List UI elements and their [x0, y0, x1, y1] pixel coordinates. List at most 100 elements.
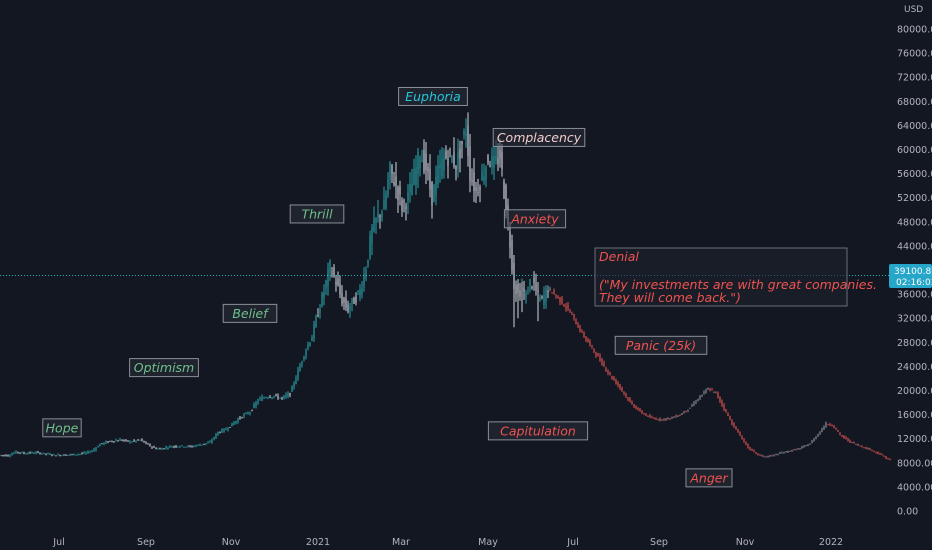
candle-body: [281, 397, 283, 399]
time-axis[interactable]: Jul Sep Nov 2021 Mar May Jul Sep Nov 2022: [52, 537, 843, 548]
candle-body: [415, 167, 417, 186]
candle-body: [457, 151, 459, 169]
candle-body: [355, 296, 357, 303]
annotation-anger[interactable]: Anger: [685, 468, 733, 488]
candle-body: [813, 438, 815, 442]
x-tick-label: Sep: [137, 537, 155, 548]
candle-body: [321, 293, 323, 306]
annotation-hope[interactable]: Hope: [42, 418, 82, 438]
candle-body: [667, 417, 669, 419]
candle-body: [801, 446, 803, 449]
candle-body: [779, 452, 781, 454]
candle-body: [807, 444, 809, 447]
candle-body: [59, 454, 61, 456]
annotation-anxiety[interactable]: Anxiety: [503, 209, 567, 229]
candle-body: [671, 417, 673, 419]
candle-body: [523, 288, 525, 291]
candle-body: [367, 259, 369, 266]
candle-body: [869, 448, 871, 450]
candle-body: [353, 297, 355, 304]
candle-body: [125, 439, 127, 441]
candle-body: [653, 418, 655, 420]
candle-body: [303, 356, 305, 360]
x-tick-label: May: [478, 537, 498, 548]
candle-body: [733, 422, 735, 428]
candle-body: [745, 441, 747, 445]
candle-body: [677, 415, 679, 417]
candle-body: [765, 456, 767, 458]
candle-body: [163, 448, 165, 450]
candle-body: [633, 404, 635, 407]
candle-body: [229, 426, 231, 428]
candle-body: [687, 409, 689, 411]
candle-body: [847, 438, 849, 441]
candle-body: [843, 435, 845, 438]
candle-body: [547, 286, 549, 289]
annotation-panic-25k[interactable]: Panic (25k): [614, 335, 708, 355]
candle-body: [251, 410, 253, 412]
candle-body: [539, 296, 541, 301]
annotation-euphoria[interactable]: Euphoria: [398, 86, 468, 106]
candle-body: [63, 454, 65, 456]
candle-body: [149, 443, 151, 447]
denial-annotation[interactable]: Denial ("My investments are with great c…: [594, 247, 877, 307]
candle-body: [395, 176, 397, 186]
candle-body: [71, 454, 73, 456]
candle-body: [597, 353, 599, 357]
candle-body: [399, 186, 401, 195]
candle-body: [753, 450, 755, 452]
candle-body: [489, 165, 491, 167]
candle-body: [191, 446, 193, 448]
candle-body: [377, 212, 379, 218]
candle-body: [757, 453, 759, 455]
annotation-box: [614, 335, 708, 355]
annotation-belief[interactable]: Belief: [222, 303, 278, 323]
candle-body: [573, 313, 575, 318]
candle-body: [73, 453, 75, 456]
candle-body: [407, 192, 409, 202]
candle-body: [155, 447, 157, 449]
candle-body: [319, 309, 321, 314]
candle-body: [67, 454, 69, 456]
candle-body: [107, 441, 109, 443]
candle-body: [211, 439, 213, 443]
candle-body: [505, 185, 507, 216]
candle-body: [497, 158, 499, 164]
candle-body: [577, 324, 579, 328]
annotation-complacency[interactable]: Complacency: [492, 127, 586, 147]
candle-body: [119, 439, 121, 441]
price-axis[interactable]: USD 80000.00 76000.00 72000.00 68000.00 6400…: [897, 5, 932, 518]
denial-line-2: They will come back."): [599, 290, 741, 305]
candle-body: [423, 150, 425, 172]
candle-body: [167, 447, 169, 449]
candle-body: [345, 298, 347, 308]
candle-body: [465, 133, 467, 136]
candle-body: [3, 454, 5, 456]
candle-body: [47, 453, 49, 455]
candle-body: [109, 440, 111, 442]
candle-body: [427, 166, 429, 172]
candle-body: [425, 153, 427, 171]
annotations-layer[interactable]: Hope Optimism Belief Thrill Euphoria Complace…: [42, 86, 733, 488]
candle-body: [227, 428, 229, 430]
annotation-optimism[interactable]: Optimism: [129, 358, 199, 378]
candle-body: [603, 362, 605, 367]
denial-box[interactable]: [594, 247, 848, 307]
currency-label: USD: [904, 5, 923, 15]
candle-body: [103, 442, 105, 445]
candle-body: [873, 450, 875, 452]
candle-body: [323, 292, 325, 299]
candle-body: [583, 332, 585, 337]
candle-body: [137, 439, 139, 441]
x-tick-label: Jul: [566, 537, 578, 548]
annotation-thrill[interactable]: Thrill: [289, 204, 345, 224]
candle-body: [213, 437, 215, 439]
candle-body: [503, 181, 505, 199]
y-tick-label: 20000.00: [897, 386, 932, 397]
annotation-capitulation[interactable]: Capitulation: [487, 421, 589, 441]
candle-body: [889, 458, 891, 461]
candle-body: [797, 448, 799, 450]
candle-body: [875, 451, 877, 453]
candle-body: [311, 337, 313, 342]
